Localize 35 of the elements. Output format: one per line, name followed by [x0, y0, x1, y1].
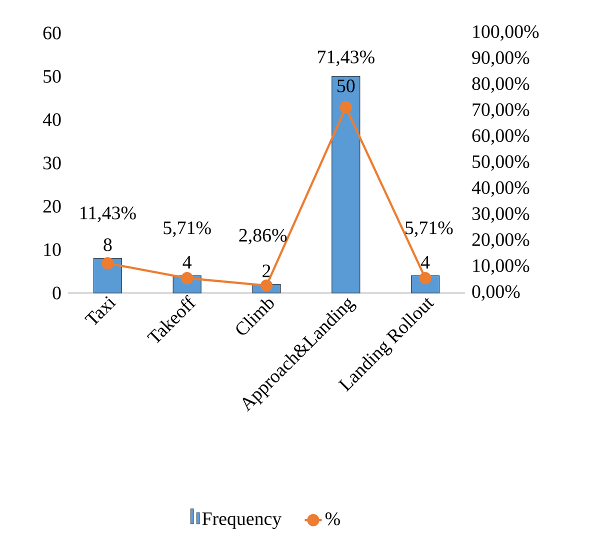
- y2-tick-label: 80,00%: [472, 77, 530, 93]
- y2-tick-label: 10,00%: [473, 259, 530, 275]
- x-tick-label: Taxi: [84, 296, 116, 326]
- y-tick-label: 30: [43, 156, 61, 170]
- data-label: 2,86%: [239, 228, 287, 244]
- y-tick-label: 20: [43, 200, 61, 213]
- data-label: 71,43%: [318, 50, 374, 66]
- y-tick-label: 40: [42, 113, 61, 126]
- data-label: 8: [104, 238, 112, 252]
- y2-tick-label: 50,00%: [472, 155, 530, 171]
- y2-tick-label: 90,00%: [472, 51, 530, 67]
- y2-tick-label: 70,00%: [472, 103, 530, 119]
- y2-tick-label: 40,00%: [472, 181, 530, 197]
- point: [260, 279, 273, 292]
- bar: [332, 76, 360, 294]
- y2-tick-label: 0,00%: [472, 285, 520, 301]
- y2-tick-label: 100,00%: [473, 25, 539, 41]
- legend-label: Frequency: [202, 512, 282, 529]
- point: [102, 257, 114, 270]
- y2-tick-label: 30,00%: [472, 207, 530, 223]
- y-tick-label: 0: [52, 286, 61, 300]
- y-tick-label: 10: [44, 243, 61, 256]
- data-label: 2: [262, 264, 270, 278]
- data-label: 50: [338, 80, 355, 92]
- y-tick-label: 60: [43, 26, 61, 40]
- y2-tick-label: 20,00%: [472, 233, 530, 249]
- data-label: 4: [182, 256, 192, 268]
- y2-tick-label: 60,00%: [472, 129, 530, 145]
- data-label: 5,71%: [406, 221, 453, 237]
- y-tick-label: 50: [44, 70, 61, 83]
- data-label: 5,71%: [164, 221, 211, 237]
- legend-label: %: [325, 512, 340, 526]
- data-label: 11,43%: [80, 206, 136, 222]
- data-label: 4: [420, 256, 430, 268]
- point: [340, 101, 352, 114]
